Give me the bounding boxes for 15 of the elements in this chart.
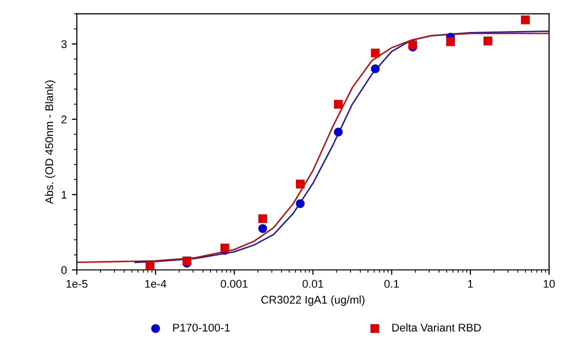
- x-tick-label: 1: [468, 280, 473, 288]
- y-tick-label: 3: [61, 40, 67, 48]
- x-tick-label: 1e-4: [145, 280, 166, 288]
- legend-label: P170-100-1: [173, 324, 230, 332]
- x-tick-label: 0.01: [302, 280, 324, 288]
- x-tick-label: 0.1: [384, 280, 399, 288]
- y-axis-title: Abs. (OD 450nm - Blank): [45, 80, 56, 204]
- y-tick-label: 1: [62, 190, 67, 199]
- x-axis-title: CR3022 IgA1 (ug/ml): [261, 296, 364, 306]
- legend-label: Delta Variant RBD: [392, 323, 481, 332]
- x-tick-label: 0.001: [220, 280, 248, 288]
- y-tick-label: 0: [61, 266, 67, 274]
- x-tick-label: 1e-5: [66, 280, 88, 288]
- x-tick-label: 10: [544, 280, 555, 288]
- y-tick-label: 2: [61, 116, 67, 124]
